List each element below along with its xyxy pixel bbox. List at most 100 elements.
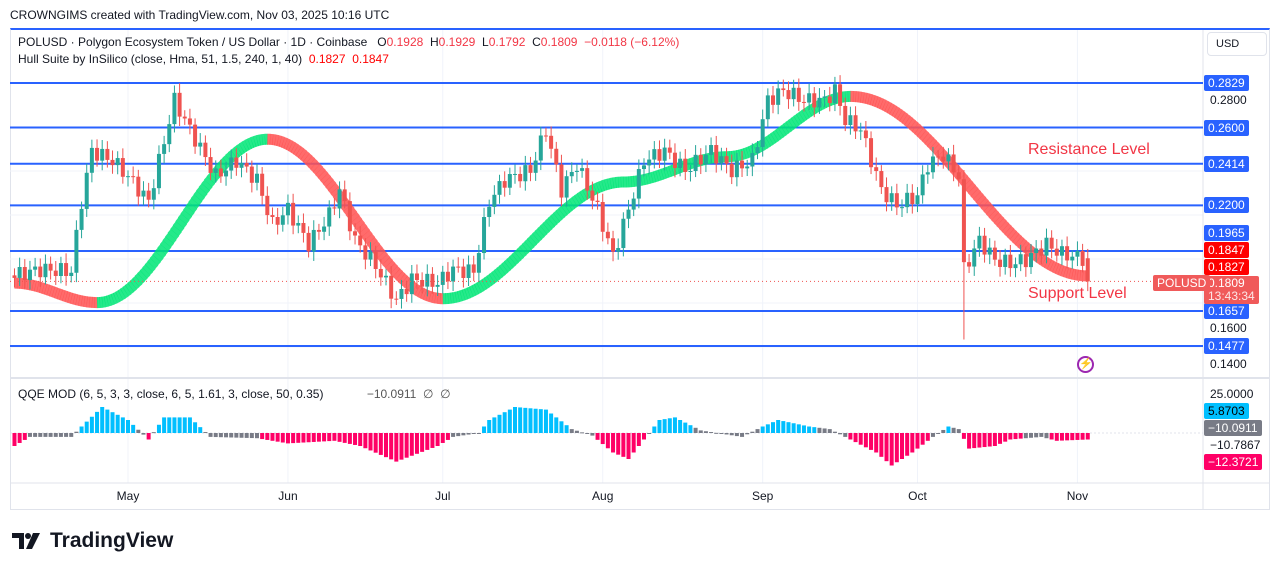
- hull-band-segment: [201, 179, 213, 191]
- qqe-name[interactable]: QQE MOD (6, 5, 3, 3, close, 6, 5, 1.61, …: [18, 387, 324, 401]
- qqe-bar: [590, 433, 595, 436]
- qqe-bar: [652, 426, 657, 433]
- hull-band-segment: [288, 141, 297, 153]
- candle-body: [745, 166, 750, 169]
- hull-band-segment: [54, 287, 61, 300]
- hull-band-segment: [598, 180, 605, 192]
- candle-body: [765, 95, 770, 120]
- candle-body: [1049, 237, 1054, 249]
- qqe-bar: [724, 433, 729, 435]
- hull-band-segment: [117, 288, 126, 301]
- hull-band-segment: [1063, 266, 1070, 278]
- hull-band-segment: [43, 283, 51, 296]
- qqe-bar: [404, 433, 409, 458]
- candle-body: [466, 264, 471, 278]
- qqe-bar: [280, 433, 285, 443]
- qqe-bar: [1008, 433, 1013, 440]
- qqe-bar: [647, 433, 652, 434]
- hull-band-segment: [420, 288, 428, 300]
- hull-band-segment: [506, 256, 517, 268]
- qqe-bar: [884, 433, 889, 462]
- hull-band-segment: [660, 168, 667, 180]
- hull-band-segment: [780, 123, 790, 136]
- hull-band-segment: [67, 292, 74, 304]
- qqe-bar: [667, 418, 672, 433]
- candle-body: [621, 218, 626, 249]
- qqe-bar: [327, 433, 332, 442]
- x-tick-label: Jun: [278, 489, 298, 503]
- candle-body: [1075, 251, 1080, 257]
- hull-band-segment: [56, 288, 64, 301]
- candle-body: [280, 215, 285, 225]
- hull-band-segment: [142, 264, 154, 276]
- hull-band-segment: [574, 193, 583, 205]
- hull-band-segment: [48, 285, 56, 298]
- candle-body: [977, 235, 982, 249]
- hull-band-segment: [403, 278, 413, 290]
- qqe-bar: [89, 416, 94, 433]
- candle-body: [84, 172, 89, 209]
- hull-band-segment: [317, 170, 329, 181]
- hull-band-segment: [398, 273, 408, 285]
- hull-band-segment: [165, 232, 177, 244]
- qqe-bar: [879, 433, 884, 457]
- qqe-bar: [368, 433, 373, 451]
- qqe-bar: [218, 433, 223, 438]
- hull-band-segment: [28, 279, 35, 291]
- candle-body: [162, 144, 167, 154]
- candle-body: [451, 266, 456, 282]
- hull-band-segment: [762, 136, 771, 149]
- qqe-bar: [409, 433, 414, 456]
- hull-band-segment: [363, 233, 376, 245]
- lightning-icon[interactable]: ⚡: [1077, 356, 1094, 373]
- qqe-bar: [1059, 433, 1064, 441]
- hull-band-segment: [217, 160, 228, 172]
- hull-band-segment: [471, 284, 480, 296]
- hull-band-segment: [891, 106, 901, 118]
- hull-band-segment: [170, 225, 182, 236]
- qqe-bar: [22, 433, 27, 440]
- candle-body: [580, 168, 585, 171]
- hull-band-segment: [305, 155, 316, 167]
- hull-band-segment: [307, 158, 318, 170]
- hull-band-segment: [1065, 267, 1072, 279]
- qqe-bar: [657, 420, 662, 433]
- hull-band-segment: [374, 247, 386, 259]
- hull-band-segment: [247, 137, 255, 149]
- candle-body: [925, 172, 930, 175]
- hull-band-segment: [663, 167, 670, 179]
- hull-band-segment: [991, 212, 1002, 224]
- qqe-bar: [930, 433, 935, 437]
- candle-body: [425, 273, 430, 287]
- candle-body: [956, 172, 961, 180]
- qqe-bar: [972, 433, 977, 449]
- hull-band-segment: [521, 241, 532, 253]
- candle-body: [920, 174, 925, 196]
- symbol-title[interactable]: POLUSD · Polygon Ecosystem Token / US Do…: [18, 35, 368, 49]
- qqe-bar: [1065, 433, 1070, 441]
- hull-band-segment: [645, 172, 651, 185]
- hull-band-segment: [496, 265, 506, 277]
- hull-band-segment: [519, 243, 530, 255]
- hull-band-segment: [501, 261, 512, 273]
- qqe-bar: [987, 433, 992, 447]
- hull-band-segment: [122, 285, 132, 297]
- hull-band-segment: [980, 200, 992, 212]
- hull-band-segment: [395, 271, 406, 283]
- qqe-bar: [1013, 433, 1018, 440]
- candle-body: [492, 194, 497, 207]
- candle-body: [683, 158, 688, 172]
- tradingview-logo[interactable]: TradingView: [12, 529, 173, 553]
- currency-selector[interactable]: USD: [1207, 32, 1267, 56]
- candle-body: [1054, 248, 1059, 256]
- hull-name[interactable]: Hull Suite by InSilico (close, Hma, 51, …: [18, 52, 303, 66]
- candle-body: [729, 163, 734, 178]
- qqe-bar: [347, 433, 352, 444]
- candle-body: [141, 190, 146, 197]
- hull-band-segment: [547, 215, 558, 227]
- candle-body: [672, 152, 677, 168]
- candle-body: [208, 157, 213, 173]
- candle-body: [709, 145, 714, 155]
- qqe-bar: [440, 433, 445, 443]
